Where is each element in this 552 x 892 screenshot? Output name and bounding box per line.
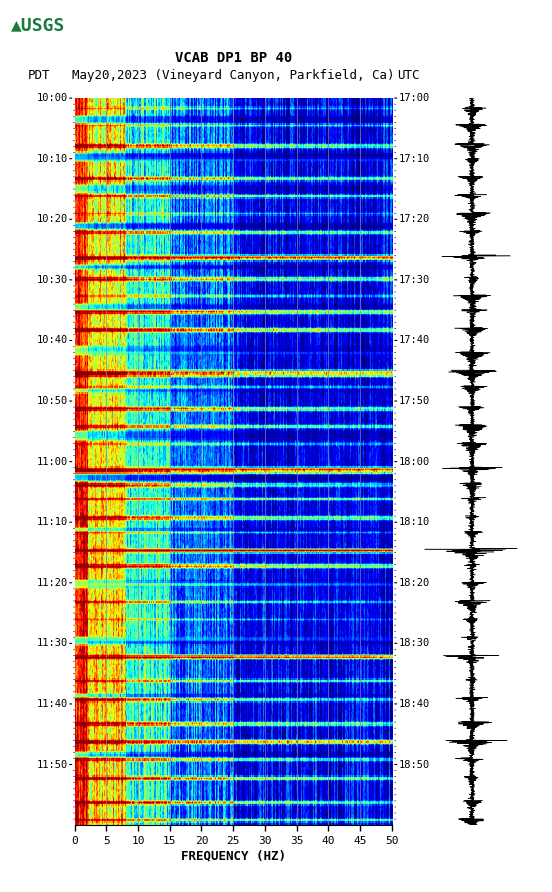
Text: PDT: PDT — [28, 70, 50, 82]
Text: 18:00: 18:00 — [399, 457, 429, 467]
Text: 18:10: 18:10 — [399, 517, 429, 527]
Text: VCAB DP1 BP 40: VCAB DP1 BP 40 — [174, 51, 292, 65]
Text: 18:20: 18:20 — [399, 578, 429, 588]
Text: 11:30: 11:30 — [37, 639, 68, 648]
X-axis label: FREQUENCY (HZ): FREQUENCY (HZ) — [181, 850, 286, 863]
Text: 10:00: 10:00 — [37, 93, 68, 103]
Text: 11:50: 11:50 — [37, 759, 68, 770]
Text: UTC: UTC — [397, 70, 420, 82]
Text: 10:10: 10:10 — [37, 153, 68, 164]
Text: 18:50: 18:50 — [399, 759, 429, 770]
Text: 17:30: 17:30 — [399, 275, 429, 285]
Text: 10:20: 10:20 — [37, 214, 68, 224]
Text: 17:40: 17:40 — [399, 335, 429, 345]
Text: 11:40: 11:40 — [37, 699, 68, 709]
Text: 10:40: 10:40 — [37, 335, 68, 345]
Text: 11:10: 11:10 — [37, 517, 68, 527]
Text: 11:00: 11:00 — [37, 457, 68, 467]
Text: 18:40: 18:40 — [399, 699, 429, 709]
Text: 18:30: 18:30 — [399, 639, 429, 648]
Text: 11:20: 11:20 — [37, 578, 68, 588]
Text: ▲USGS: ▲USGS — [11, 16, 66, 34]
Text: 10:50: 10:50 — [37, 396, 68, 406]
Text: 17:10: 17:10 — [399, 153, 429, 164]
Text: May20,2023 (Vineyard Canyon, Parkfield, Ca): May20,2023 (Vineyard Canyon, Parkfield, … — [72, 70, 395, 82]
Text: 17:00: 17:00 — [399, 93, 429, 103]
Text: 17:50: 17:50 — [399, 396, 429, 406]
Text: 10:30: 10:30 — [37, 275, 68, 285]
Text: 17:20: 17:20 — [399, 214, 429, 224]
